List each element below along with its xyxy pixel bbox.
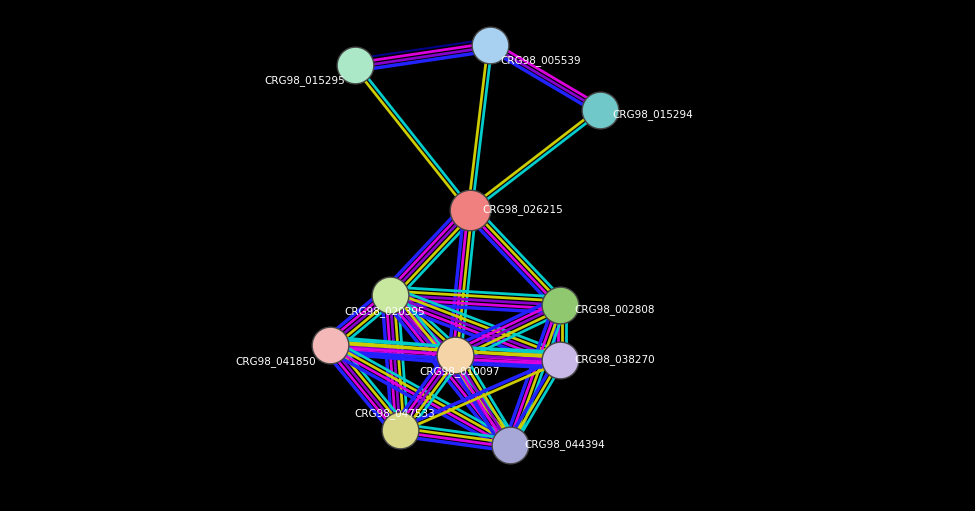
Point (483, 41, 498, 49)
Text: CRG98_026215: CRG98_026215 (482, 204, 563, 216)
Text: CRG98_020395: CRG98_020395 (345, 307, 425, 317)
Text: CRG98_010097: CRG98_010097 (420, 366, 500, 378)
Point (552, 356, 567, 364)
Text: CRG98_015295: CRG98_015295 (264, 76, 345, 86)
Point (462, 206, 478, 214)
Text: CRG98_038270: CRG98_038270 (574, 355, 654, 365)
Point (392, 426, 408, 434)
Text: CRG98_044394: CRG98_044394 (524, 439, 604, 451)
Text: CRG98_002808: CRG98_002808 (574, 305, 654, 315)
Text: CRG98_005539: CRG98_005539 (500, 56, 581, 66)
Point (592, 106, 607, 114)
Text: CRG98_041850: CRG98_041850 (235, 357, 316, 367)
Point (347, 61, 363, 69)
Point (552, 301, 567, 309)
Text: CRG98_047533: CRG98_047533 (355, 409, 436, 420)
Point (502, 441, 518, 449)
Text: CRG98_015294: CRG98_015294 (612, 109, 693, 121)
Point (448, 351, 463, 359)
Point (382, 291, 398, 299)
Point (322, 341, 337, 349)
